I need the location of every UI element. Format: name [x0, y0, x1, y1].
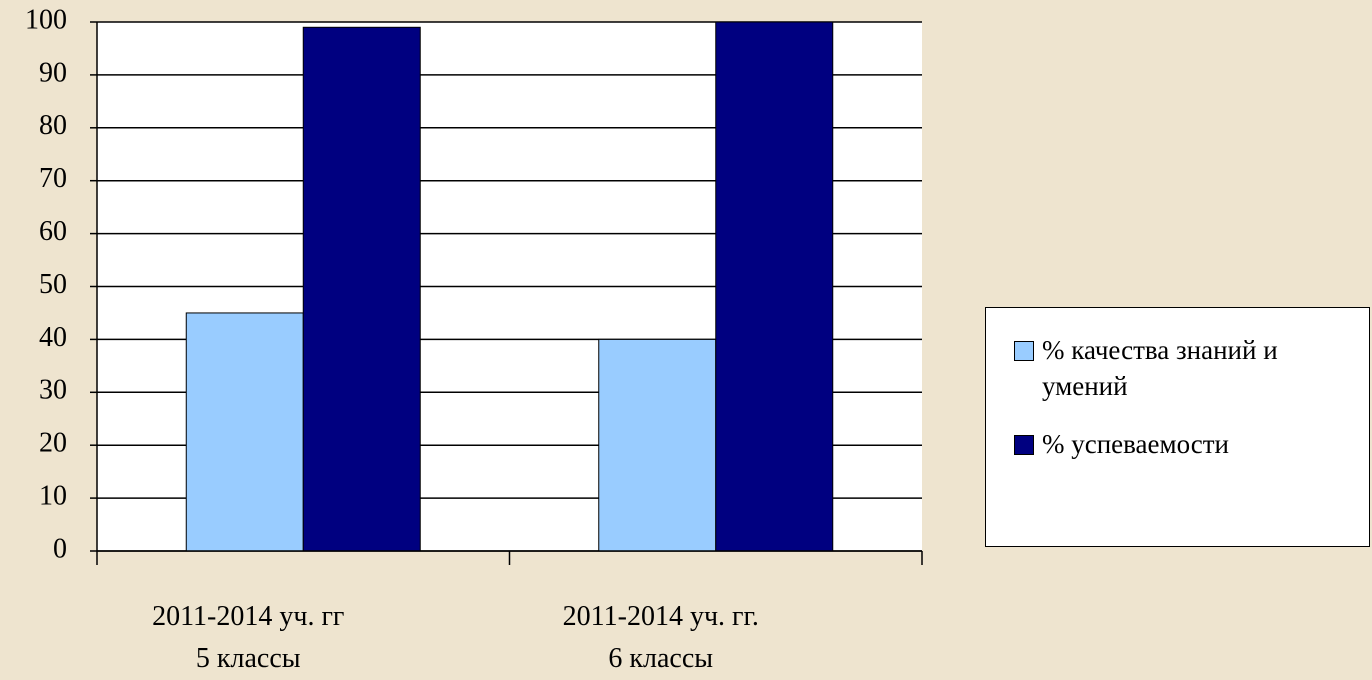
legend-item: % качества знаний и умений	[1014, 332, 1355, 404]
y-tick-label: 60	[39, 216, 67, 247]
y-tick-label: 90	[39, 57, 67, 88]
legend-item: % успеваемости	[1014, 426, 1355, 462]
y-tick-label: 100	[25, 4, 67, 35]
legend-label: % успеваемости	[1042, 429, 1230, 459]
y-tick-label: 70	[39, 163, 67, 194]
y-tick-label: 20	[39, 428, 67, 459]
bar	[302, 26, 421, 552]
y-tick-label: 0	[53, 533, 67, 564]
legend-swatch	[1014, 341, 1034, 361]
y-tick-label: 10	[39, 481, 67, 512]
x-tick-label: 2011-2014 уч. гг. 6 классы	[562, 601, 759, 674]
legend-swatch	[1014, 435, 1034, 455]
bar	[715, 21, 834, 552]
bar	[185, 312, 304, 552]
legend: % качества знаний и умений % успеваемости	[985, 307, 1370, 547]
y-tick-label: 40	[39, 322, 67, 353]
x-tick-label: 2011-2014 уч. гг 5 классы	[152, 601, 345, 674]
bar	[598, 338, 717, 552]
legend-label: % качества знаний и умений	[1042, 335, 1278, 401]
y-tick-label: 30	[39, 375, 67, 406]
y-tick-label: 80	[39, 110, 67, 141]
y-tick-label: 50	[39, 269, 67, 300]
